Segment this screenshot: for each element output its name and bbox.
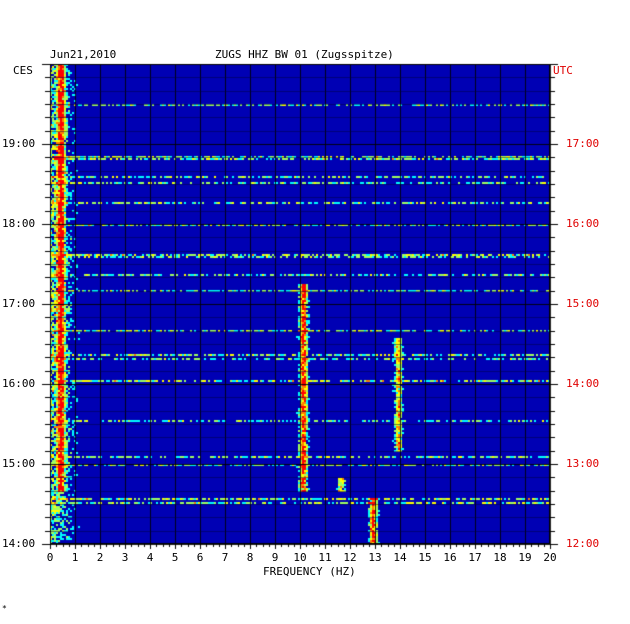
x-tick-label: 15 bbox=[418, 551, 432, 564]
x-tick-label: 16 bbox=[443, 551, 457, 564]
right-time-label: 12:00 bbox=[566, 537, 600, 550]
x-tick-label: 18 bbox=[493, 551, 507, 564]
x-tick-label: 1 bbox=[71, 551, 79, 564]
left-time-label: 15:00 bbox=[2, 457, 36, 470]
right-time-label: 17:00 bbox=[566, 137, 600, 150]
x-tick-label: 20 bbox=[543, 551, 557, 564]
x-tick-label: 4 bbox=[146, 551, 154, 564]
x-tick-label: 9 bbox=[271, 551, 279, 564]
right-time-label: 13:00 bbox=[566, 457, 600, 470]
right-time-label: 16:00 bbox=[566, 217, 600, 230]
x-tick-label: 0 bbox=[46, 551, 54, 564]
left-time-label: 16:00 bbox=[2, 377, 36, 390]
x-tick-label: 3 bbox=[121, 551, 129, 564]
right-time-label: 14:00 bbox=[566, 377, 600, 390]
x-tick-label: 14 bbox=[393, 551, 407, 564]
x-axis-title: FREQUENCY (HZ) bbox=[263, 565, 356, 578]
right-time-label: 15:00 bbox=[566, 297, 600, 310]
left-timezone-label: CES bbox=[13, 64, 33, 77]
left-time-label: 19:00 bbox=[2, 137, 36, 150]
x-tick-label: 11 bbox=[318, 551, 332, 564]
x-tick-label: 7 bbox=[221, 551, 229, 564]
x-tick-label: 10 bbox=[293, 551, 307, 564]
right-timezone-label: UTC bbox=[553, 64, 573, 77]
x-tick-label: 12 bbox=[343, 551, 357, 564]
x-tick-label: 6 bbox=[196, 551, 204, 564]
x-tick-label: 8 bbox=[246, 551, 254, 564]
station-title: ZUGS HHZ BW 01 (Zugsspitze) bbox=[215, 48, 394, 61]
x-tick-label: 13 bbox=[368, 551, 382, 564]
date-label: Jun21,2010 bbox=[50, 48, 117, 61]
left-time-label: 17:00 bbox=[2, 297, 36, 310]
left-time-label: 18:00 bbox=[2, 217, 36, 230]
x-tick-label: 17 bbox=[468, 551, 482, 564]
x-tick-label: 2 bbox=[96, 551, 104, 564]
left-time-label: 14:00 bbox=[2, 537, 36, 550]
x-tick-label: 19 bbox=[518, 551, 532, 564]
footnote-mark: * bbox=[2, 604, 7, 613]
x-tick-label: 5 bbox=[171, 551, 179, 564]
